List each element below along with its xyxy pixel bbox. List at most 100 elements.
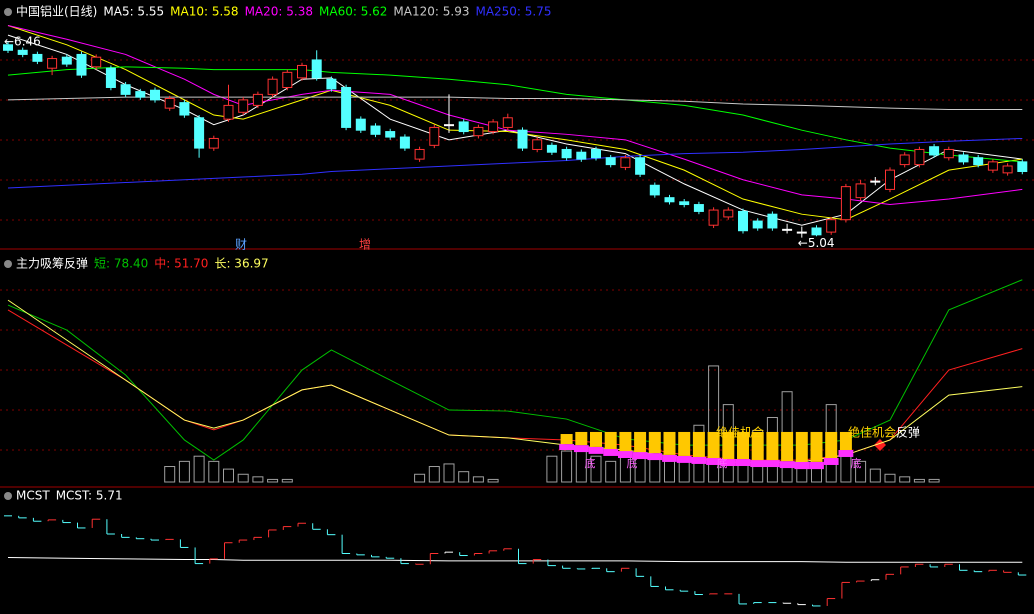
zone-floor: [632, 452, 648, 460]
candle-body: [870, 180, 881, 183]
volume-bar: [855, 460, 867, 483]
candle-body: [61, 56, 72, 65]
zone-bar: [560, 434, 573, 445]
candle-body: [355, 118, 366, 131]
zone-floor: [750, 460, 766, 468]
candle-body: [973, 157, 984, 166]
candle-body: [135, 91, 146, 98]
zone-bar: [678, 431, 691, 456]
panel-icon[interactable]: [4, 492, 12, 500]
candle-body: [796, 231, 807, 234]
candle-body: [399, 136, 410, 149]
zone-floor: [618, 451, 633, 459]
volume-bar: [428, 466, 440, 483]
candle-body: [194, 117, 205, 149]
candle-body: [341, 86, 352, 128]
ma-line: [7, 25, 1023, 206]
candle-body: [414, 148, 425, 160]
candle-body: [738, 210, 748, 232]
header-text: MA60: 5.62: [319, 5, 387, 19]
zone-floor: [676, 455, 692, 463]
zone-bar: [604, 431, 617, 449]
volume-bar: [869, 468, 881, 483]
zone-bar: [590, 431, 602, 447]
candle-body: [958, 154, 969, 163]
candle-body: [282, 71, 293, 88]
candle-body: [767, 213, 778, 229]
candle-body: [929, 146, 940, 156]
candle-body: [576, 151, 587, 160]
zone-floor: [823, 458, 839, 465]
candle-body: [3, 44, 13, 51]
volume-bar: [546, 455, 558, 483]
candle-body: [693, 204, 704, 212]
candle-body: [238, 99, 249, 113]
candle-body: [473, 126, 484, 137]
signal-label: 绝佳机会: [716, 425, 764, 440]
candle-body: [517, 129, 528, 149]
candle-body: [311, 59, 322, 79]
volume-bar: [267, 478, 279, 483]
candle-body: [105, 67, 116, 88]
panel-icon[interactable]: [4, 260, 12, 268]
zone-floor: [691, 456, 707, 464]
zone-floor: [603, 448, 619, 456]
volume-bar: [884, 473, 896, 483]
zone-floor: [588, 446, 604, 454]
candle-body: [370, 125, 381, 135]
header-text: MCST: 5.71: [56, 489, 123, 503]
bottom-mark: 底: [717, 456, 728, 470]
candle-body: [252, 93, 263, 106]
candle-body: [502, 117, 513, 128]
zone-bar: [737, 431, 749, 460]
zone-floor: [765, 460, 780, 468]
annotation: ←5.04: [798, 236, 835, 250]
candle-body: [208, 137, 219, 149]
volume-bar: [472, 476, 484, 483]
candle-body: [885, 169, 895, 190]
header-text: 短: 78.40: [94, 257, 148, 271]
candle-body: [120, 84, 131, 95]
candle-body: [91, 56, 102, 68]
zone-floor: [838, 450, 854, 457]
candle-body: [561, 148, 572, 159]
volume-bar: [237, 473, 249, 483]
zone-floor: [662, 454, 677, 462]
zone-bar: [810, 431, 823, 462]
panel-icon[interactable]: [4, 8, 12, 16]
volume-bar: [178, 460, 190, 483]
zone-floor: [706, 458, 721, 465]
signal-label: 反弹: [896, 426, 920, 440]
zone-floor: [720, 459, 736, 467]
candle-body: [826, 219, 837, 233]
volume-bar: [899, 476, 911, 483]
zone-floor: [559, 444, 574, 451]
candle-body: [708, 209, 719, 226]
header-text: 中国铝业(日线): [16, 4, 97, 19]
volume-bar: [458, 471, 470, 483]
candle-body: [840, 186, 851, 221]
candle-body: [17, 49, 28, 55]
candle-body: [679, 201, 690, 206]
zone-bar: [766, 431, 779, 461]
zone-bar: [619, 431, 632, 452]
candle-body: [458, 121, 469, 133]
bottom-mark: 底: [585, 456, 596, 470]
header-text: MA20: 5.38: [245, 5, 313, 19]
candle-body: [164, 98, 175, 109]
candle-body: [943, 148, 954, 159]
zone-floor: [779, 461, 795, 469]
zone-bar: [781, 431, 794, 462]
volume-bar: [164, 466, 176, 483]
candle-body: [723, 209, 734, 218]
candle-body: [150, 89, 160, 101]
candle-body: [1017, 161, 1028, 172]
volume-bar: [605, 460, 617, 483]
candle-body: [811, 227, 822, 236]
volume-bar: [913, 478, 925, 483]
event-label: 财: [235, 238, 247, 252]
candle-body: [429, 126, 440, 146]
annotation: ←6.46: [4, 35, 41, 49]
ma-line: [7, 96, 1023, 111]
